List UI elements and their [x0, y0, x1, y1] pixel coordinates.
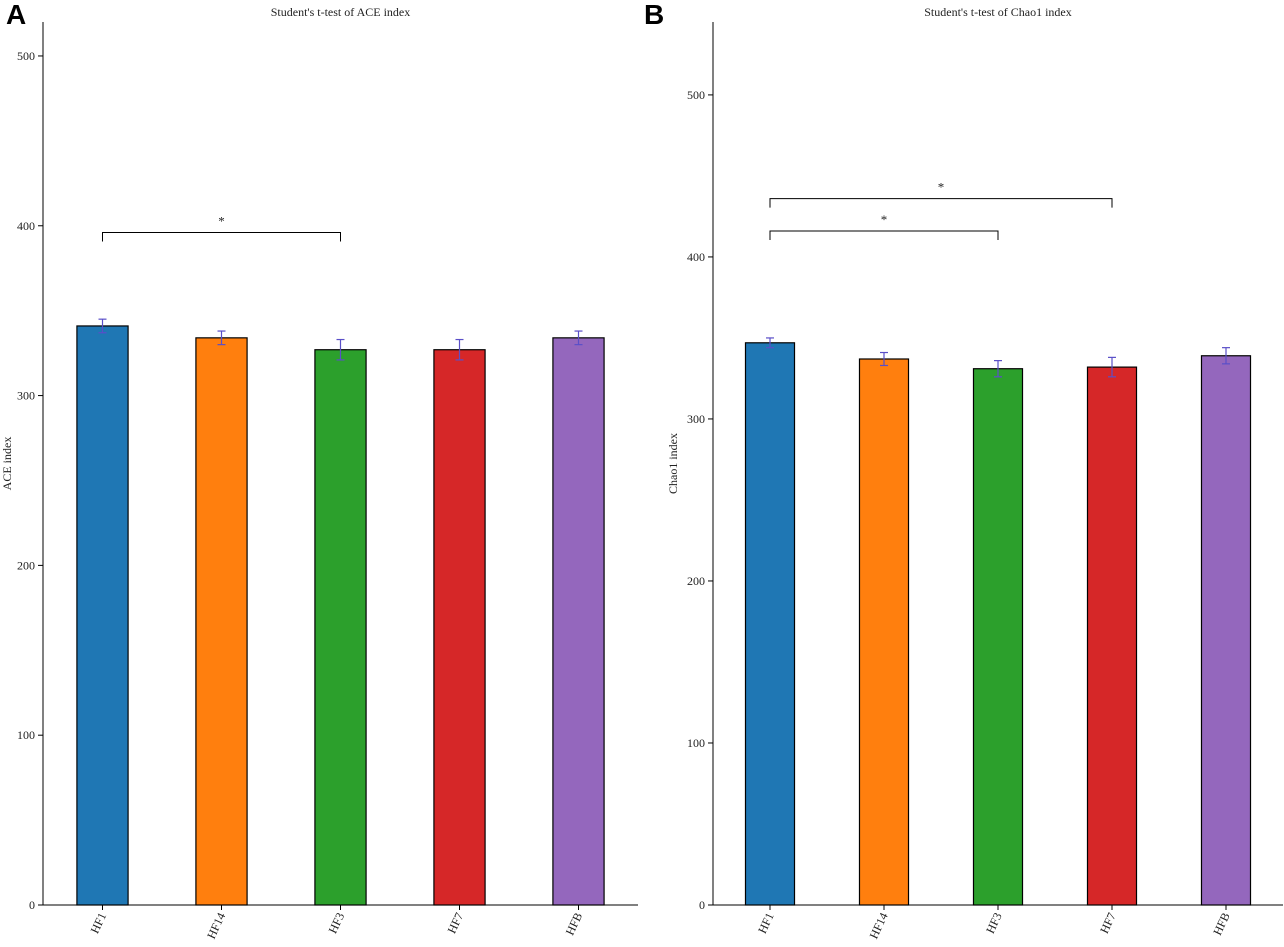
- y-tick-label: 400: [17, 219, 35, 233]
- bar-hf7: [433, 349, 486, 906]
- bar-hf3: [314, 349, 367, 906]
- significance-bracket: [769, 230, 999, 241]
- bar-hf3: [972, 368, 1024, 906]
- y-tick-label: 100: [17, 728, 35, 742]
- y-tick-label: 300: [687, 412, 705, 426]
- x-tick-label-hfb: HFB: [1210, 910, 1233, 937]
- significance-bracket: [769, 198, 1113, 208]
- x-tick-label-hf1: HF1: [755, 910, 777, 935]
- x-tick-label-hf7: HF7: [445, 910, 467, 935]
- y-tick-label: 200: [17, 558, 35, 572]
- bar-hf14: [195, 337, 248, 906]
- bar-hf1: [744, 342, 796, 906]
- y-tick-label: 100: [687, 736, 705, 750]
- x-tick-label-hf14: HF14: [866, 910, 890, 941]
- bar-hf1: [76, 325, 129, 906]
- significance-star: *: [938, 180, 945, 195]
- x-tick-label-hf1: HF1: [88, 910, 110, 935]
- x-tick-label-hfb: HFB: [563, 910, 586, 937]
- x-tick-label-hf14: HF14: [204, 910, 228, 941]
- bar-hf7: [1086, 366, 1138, 906]
- bar-hf14: [858, 358, 910, 906]
- chao1-index-chart: Student's t-test of Chao1 index Chao1 ind…: [666, 5, 1283, 941]
- y-axis-label: ACE index: [0, 437, 14, 491]
- y-tick-label: 400: [687, 250, 705, 264]
- panel-letter-a: A: [6, 0, 27, 30]
- chart-title: Student's t-test of Chao1 index: [924, 5, 1071, 19]
- y-tick-label: 300: [17, 389, 35, 403]
- bar-hfb: [1200, 355, 1252, 906]
- significance-bracket: [102, 232, 341, 242]
- chart-panel-b: B Student's t-test of Chao1 index Chao1 i…: [642, 0, 1284, 947]
- ace-index-chart: Student's t-test of ACE index ACE index 0 1…: [0, 5, 638, 941]
- y-tick-label: 0: [29, 898, 35, 912]
- y-tick-label: 0: [699, 898, 705, 912]
- y-tick-label: 500: [17, 49, 35, 63]
- y-axis-label: Chao1 index: [666, 433, 680, 494]
- x-tick-label-hf3: HF3: [326, 910, 348, 935]
- y-tick-label: 200: [687, 574, 705, 588]
- chart-title: Student's t-test of ACE index: [271, 5, 411, 19]
- x-tick-label-hf3: HF3: [983, 910, 1005, 935]
- significance-star: *: [881, 212, 888, 227]
- x-tick-label-hf7: HF7: [1097, 910, 1119, 935]
- panel-letter-b: B: [644, 0, 665, 30]
- y-tick-label: 500: [687, 88, 705, 102]
- bar-hfb: [552, 337, 605, 906]
- chart-panel-a: A Student's t-test of ACE index ACE index…: [0, 0, 638, 941]
- significance-star: *: [218, 214, 225, 229]
